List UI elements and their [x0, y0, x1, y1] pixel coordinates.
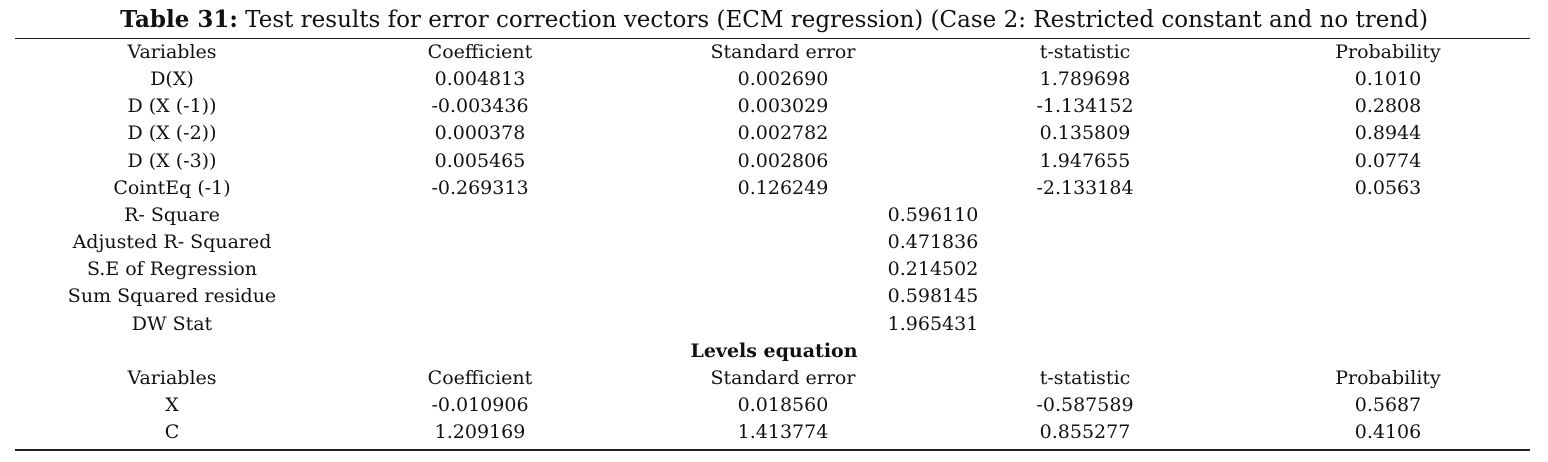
stat-value: 1.965431	[887, 313, 979, 335]
t-statistic-cell: 1.947655	[1039, 150, 1131, 172]
table-number: Table 31:	[120, 6, 238, 33]
probability-cell: 0.5687	[1354, 394, 1422, 416]
stat-value: 0.214502	[887, 258, 979, 280]
stat-label: Sum Squared residue	[67, 285, 277, 307]
top-rule	[15, 38, 1530, 39]
table-title: Test results for error correction vector…	[237, 7, 1428, 33]
stat-row: Adjusted R- Squared 0.471836	[0, 229, 1548, 256]
stat-row: DW Stat 1.965431	[0, 311, 1548, 338]
levels-equation-heading: Levels equation	[690, 340, 858, 362]
t-statistic-cell: -2.133184	[1036, 177, 1134, 199]
variable-cell: C	[164, 421, 180, 443]
header-t-statistic: t-statistic	[1039, 367, 1131, 389]
t-statistic-cell: 0.135809	[1039, 122, 1131, 144]
standard-error-cell: 0.002806	[737, 150, 829, 172]
header-variables: Variables	[127, 367, 217, 389]
standard-error-cell: 0.002690	[737, 68, 829, 90]
probability-cell: 0.0774	[1354, 150, 1422, 172]
header-standard-error: Standard error	[710, 367, 856, 389]
table-caption: Table 31: Test results for error correct…	[0, 5, 1548, 35]
stat-row: R- Square 0.596110	[0, 202, 1548, 229]
coefficient-cell: 1.209169	[434, 421, 526, 443]
coefficient-cell: -0.010906	[431, 394, 529, 416]
header-row: Variables Coefficient Standard error t-s…	[0, 39, 1548, 66]
stat-label: R- Square	[124, 204, 220, 226]
standard-error-cell: 1.413774	[737, 421, 829, 443]
table-row: D (X (-2)) 0.000378 0.002782 0.135809 0.…	[0, 120, 1548, 147]
variable-cell: D (X (-2))	[127, 122, 217, 144]
table-row: D (X (-3)) 0.005465 0.002806 1.947655 0.…	[0, 148, 1548, 175]
probability-cell: 0.2808	[1354, 95, 1422, 117]
table-row: C 1.209169 1.413774 0.855277 0.4106	[0, 419, 1548, 446]
standard-error-cell: 0.126249	[737, 177, 829, 199]
standard-error-cell: 0.018560	[737, 394, 829, 416]
t-statistic-cell: 0.855277	[1039, 421, 1131, 443]
header-t-statistic: t-statistic	[1039, 41, 1131, 63]
stat-row: Sum Squared residue 0.598145	[0, 283, 1548, 310]
levels-header-row: Variables Coefficient Standard error t-s…	[0, 365, 1548, 392]
probability-cell: 0.8944	[1354, 122, 1422, 144]
stat-label: S.E of Regression	[86, 258, 258, 280]
header-probability: Probability	[1335, 367, 1441, 389]
table-row: D(X) 0.004813 0.002690 1.789698 0.1010	[0, 66, 1548, 93]
table-row: D (X (-1)) -0.003436 0.003029 -1.134152 …	[0, 93, 1548, 120]
variable-cell: D(X)	[150, 68, 194, 90]
bottom-rule	[15, 449, 1530, 451]
coefficient-cell: 0.000378	[434, 122, 526, 144]
header-coefficient: Coefficient	[427, 41, 533, 63]
stat-row: S.E of Regression 0.214502	[0, 256, 1548, 283]
table-row: X -0.010906 0.018560 -0.587589 0.5687	[0, 392, 1548, 419]
variable-cell: X	[165, 394, 179, 416]
coefficient-cell: 0.005465	[434, 150, 526, 172]
probability-cell: 0.4106	[1354, 421, 1422, 443]
t-statistic-cell: -1.134152	[1036, 95, 1134, 117]
header-variables: Variables	[127, 41, 217, 63]
stat-value: 0.596110	[887, 204, 979, 226]
standard-error-cell: 0.002782	[737, 122, 829, 144]
coefficient-cell: -0.003436	[431, 95, 529, 117]
header-standard-error: Standard error	[710, 41, 856, 63]
stat-value: 0.598145	[887, 285, 979, 307]
t-statistic-cell: 1.789698	[1039, 68, 1131, 90]
variable-cell: D (X (-3))	[127, 150, 217, 172]
header-probability: Probability	[1335, 41, 1441, 63]
probability-cell: 0.0563	[1354, 177, 1422, 199]
stat-value: 0.471836	[887, 231, 979, 253]
probability-cell: 0.1010	[1354, 68, 1422, 90]
standard-error-cell: 0.003029	[737, 95, 829, 117]
variable-cell: CointEq (-1)	[113, 177, 231, 199]
stat-label: DW Stat	[131, 313, 213, 335]
stat-label: Adjusted R- Squared	[72, 231, 272, 253]
header-coefficient: Coefficient	[427, 367, 533, 389]
table-row: CointEq (-1) -0.269313 0.126249 -2.13318…	[0, 175, 1548, 202]
variable-cell: D (X (-1))	[127, 95, 217, 117]
coefficient-cell: -0.269313	[431, 177, 529, 199]
t-statistic-cell: -0.587589	[1036, 394, 1134, 416]
coefficient-cell: 0.004813	[434, 68, 526, 90]
